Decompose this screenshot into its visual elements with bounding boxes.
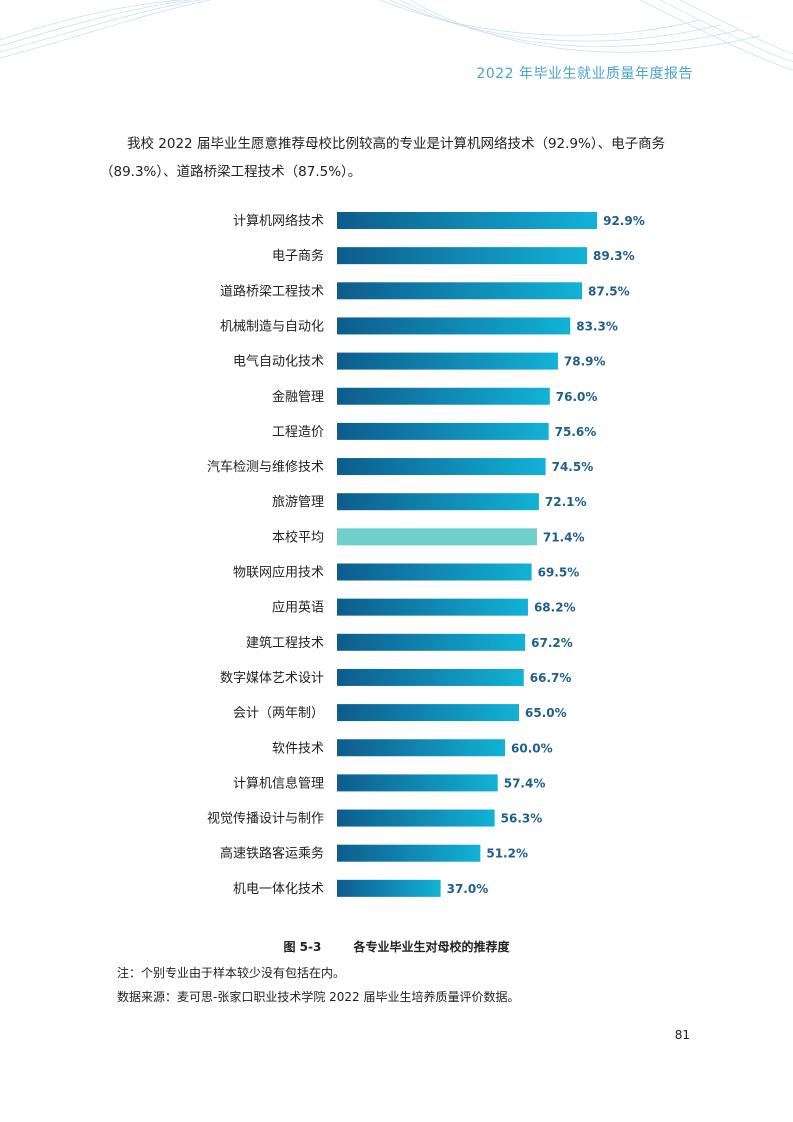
figure-number: 图 5-3	[283, 940, 322, 954]
bar-value-label: 76.0%	[556, 390, 598, 404]
category-label: 软件技术	[272, 741, 324, 756]
bar	[337, 739, 505, 757]
bar	[337, 493, 539, 511]
category-label: 道路桥梁工程技术	[220, 283, 324, 299]
category-label: 工程造价	[272, 425, 324, 440]
category-label: 高速铁路客运乘务	[220, 846, 324, 862]
category-label: 机械制造与自动化	[220, 319, 324, 334]
page-number: 81	[674, 1028, 690, 1042]
category-label: 本校平均	[272, 529, 324, 545]
category-label: 电子商务	[272, 248, 324, 264]
bar-value-label: 69.5%	[538, 566, 580, 580]
running-header-title: 2022 年毕业生就业质量年度报告	[476, 66, 693, 82]
bar	[337, 352, 558, 370]
bar-value-label: 92.9%	[603, 214, 645, 228]
bar	[337, 317, 571, 335]
intro-paragraph: 我校 2022 届毕业生愿意推荐母校比例较高的专业是计算机网络技术（92.9%）…	[100, 136, 666, 180]
bar	[337, 879, 441, 897]
bar-value-label: 51.2%	[486, 847, 528, 861]
header-wave-decoration	[0, 0, 793, 71]
bar-value-label: 67.2%	[531, 636, 573, 650]
bar-value-label: 60.0%	[511, 741, 553, 755]
category-label: 计算机网络技术	[233, 213, 324, 229]
category-label: 数字媒体艺术设计	[220, 671, 324, 686]
bar-value-label: 75.6%	[555, 425, 597, 439]
category-label: 电气自动化技术	[233, 354, 324, 370]
bar-value-label: 65.0%	[525, 706, 567, 720]
category-label: 金融管理	[272, 389, 324, 405]
bar	[337, 809, 495, 827]
bar	[337, 774, 498, 792]
bar-value-label: 71.4%	[543, 530, 585, 544]
bar-value-label: 89.3%	[593, 249, 635, 263]
bar-value-label: 72.1%	[545, 495, 587, 509]
chart-note: 注：个别专业由于样本较少没有包括在内。	[117, 966, 346, 980]
bar	[337, 633, 526, 651]
bar	[337, 422, 549, 440]
figure-caption: 图 5-3 各专业毕业生对母校的推荐度	[0, 938, 793, 955]
category-label: 会计（两年制）	[233, 706, 324, 721]
bar	[337, 387, 550, 405]
category-label: 旅游管理	[272, 495, 324, 510]
bar	[337, 704, 519, 722]
category-label: 计算机信息管理	[233, 775, 324, 791]
category-label: 汽车检测与维修技术	[207, 459, 324, 475]
bar	[337, 282, 582, 300]
recommendation-bar-chart: 计算机网络技术 92.9% 电子商务 89.3% 道路桥梁工程技术 87.5% 机械制造与自…	[207, 212, 645, 897]
bar-value-label: 66.7%	[530, 671, 572, 685]
data-source-note: 数据来源：麦可思-张家口职业技术学院 2022 届毕业生培养质量评价数据。	[117, 990, 520, 1004]
category-label: 视觉传播设计与制作	[207, 812, 324, 827]
bar	[337, 458, 546, 476]
bar	[337, 668, 524, 686]
category-label: 建筑工程技术	[246, 635, 324, 651]
bar	[337, 598, 528, 616]
category-label: 物联网应用技术	[233, 565, 324, 581]
bar	[337, 247, 588, 265]
bar-value-label: 87.5%	[588, 284, 630, 298]
category-label: 机电一体化技术	[233, 882, 324, 897]
bar-value-label: 56.3%	[501, 812, 543, 826]
bar-value-label: 78.9%	[564, 355, 606, 369]
bar	[337, 563, 532, 581]
bar-value-label: 57.4%	[504, 776, 546, 790]
bar-value-label: 68.2%	[534, 601, 576, 615]
bar	[337, 844, 481, 862]
bar-value-label: 37.0%	[447, 882, 489, 896]
bar-value-label: 74.5%	[552, 460, 594, 474]
average-bar	[337, 528, 537, 546]
category-label: 应用英语	[272, 600, 324, 616]
bar	[337, 212, 598, 229]
bar-value-label: 83.3%	[576, 319, 618, 333]
figure-title: 各专业毕业生对母校的推荐度	[353, 940, 510, 954]
